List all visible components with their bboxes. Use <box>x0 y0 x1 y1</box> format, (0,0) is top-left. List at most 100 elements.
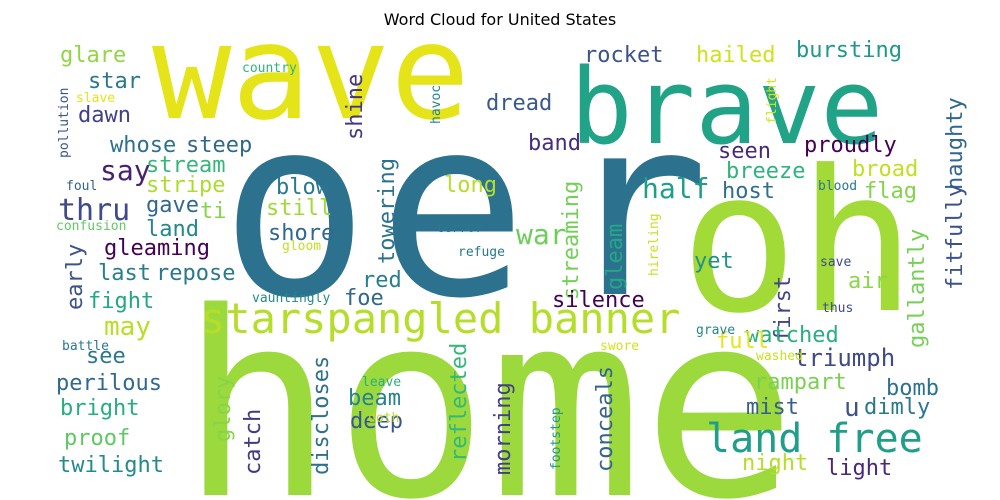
word-bursting: bursting <box>796 38 902 63</box>
word-night: night <box>742 451 808 476</box>
word-bright: bright <box>60 396 139 421</box>
chart-title: Word Cloud for United States <box>383 10 617 29</box>
word-foe: foe <box>344 286 384 311</box>
word-refuge: refuge <box>458 245 505 260</box>
word-breeze: breeze <box>726 159 805 184</box>
word-host: host <box>722 179 775 204</box>
word-first: first <box>771 276 796 342</box>
word-gave: gave <box>146 193 199 218</box>
word-rocket: rocket <box>584 43 663 68</box>
word-pollution: pollution <box>57 88 72 158</box>
word-stripe: stripe <box>146 173 225 198</box>
word-deep: deep <box>350 409 403 434</box>
word-vauntingly: vauntingly <box>252 291 330 306</box>
word-reflected: reflected <box>447 343 472 462</box>
word-fight: fight <box>88 289 154 314</box>
word-red: red <box>362 268 402 293</box>
word-discloses: discloses <box>309 356 334 475</box>
word-glare: glare <box>60 43 126 68</box>
word-wave: wave <box>152 0 470 150</box>
word-land-free: land free <box>706 416 923 462</box>
word-silence: silence <box>552 288 645 313</box>
word-flight: flight <box>765 77 780 124</box>
word-early: early <box>63 244 88 310</box>
word-catch: catch <box>241 409 266 475</box>
word-u: u <box>844 393 860 423</box>
word-twilight: twilight <box>58 453 164 478</box>
word-light: light <box>826 456 892 481</box>
word-see: see <box>86 344 126 369</box>
word-yet: yet <box>694 249 734 274</box>
word-beam: beam <box>348 386 401 411</box>
word-say: say <box>100 154 151 187</box>
word-terror: terror <box>436 221 483 236</box>
word-fitfully: fitfully <box>943 184 968 290</box>
word-mist: mist <box>746 395 799 420</box>
word-band: band <box>528 131 581 156</box>
word-glory: glory <box>211 376 236 442</box>
word-thru: thru <box>58 193 130 228</box>
word-brave: brave <box>570 46 883 168</box>
word-conceals: conceals <box>593 366 618 472</box>
word-bomb: bomb <box>886 376 939 401</box>
word-thus: thus <box>822 301 853 316</box>
word-rampart: rampart <box>754 370 847 395</box>
word-blow: blow <box>276 175 330 200</box>
word-perilous: perilous <box>56 371 162 396</box>
word-haughty: haughty <box>943 97 968 190</box>
word-o: o <box>220 65 369 353</box>
word-morning: morning <box>491 382 516 475</box>
word-home: home <box>180 258 797 500</box>
word-starspangled-banner: starspangled banner <box>200 294 680 343</box>
word-air: air <box>848 269 888 294</box>
word-repose: repose <box>156 261 235 286</box>
word-still: still <box>266 196 332 221</box>
word-shore: shore <box>268 221 334 246</box>
word-swore: swore <box>600 339 639 354</box>
word-star: star <box>88 69 141 94</box>
word-may: may <box>104 312 151 342</box>
word-gleam: gleam <box>603 224 628 290</box>
word-country: country <box>242 61 297 76</box>
word-havoc: havoc <box>429 85 444 124</box>
word-towering: towering <box>375 158 400 264</box>
word-half: half <box>642 172 709 205</box>
word-proof: proof <box>64 426 130 451</box>
word-doth: doth <box>368 411 399 426</box>
word-gleaming: gleaming <box>104 236 210 261</box>
word-ti: ti <box>200 199 227 224</box>
word-shine: shine <box>343 74 368 140</box>
word-grave: grave <box>696 323 735 338</box>
word-long: long <box>444 173 497 198</box>
word-streaming: streaming <box>559 181 584 300</box>
word-washed: washed <box>756 349 803 364</box>
word-e: e <box>378 65 527 353</box>
word-hailed: hailed <box>696 43 775 68</box>
word-steep: steep <box>186 133 252 158</box>
word-broad: broad <box>852 157 918 182</box>
word-dread: dread <box>486 91 552 116</box>
word-confusion: confusion <box>56 219 126 234</box>
word-stream: stream <box>146 153 225 178</box>
word-hireling: hireling <box>647 213 662 276</box>
word-r: r <box>560 65 709 353</box>
word-seen: seen <box>718 139 771 164</box>
word-dawn: dawn <box>78 103 131 128</box>
word-watched: watched <box>746 323 839 348</box>
word-battle: battle <box>62 339 109 354</box>
word-gloom: gloom <box>282 239 321 254</box>
word-full: full <box>716 329 769 354</box>
word-land: land <box>146 217 199 242</box>
word-proudly: proudly <box>804 133 897 158</box>
word-foul: foul <box>66 179 97 194</box>
word-gallantly: gallantly <box>905 229 930 348</box>
word-last: last <box>98 261 151 286</box>
word-whose: whose <box>110 133 176 158</box>
word-leave: leave <box>362 375 401 390</box>
word-dimly: dimly <box>864 395 930 420</box>
word-slave: slave <box>76 91 115 106</box>
word-footstep: footstep <box>549 407 564 470</box>
word-blood: blood <box>818 179 857 194</box>
word-save: save <box>820 255 851 270</box>
